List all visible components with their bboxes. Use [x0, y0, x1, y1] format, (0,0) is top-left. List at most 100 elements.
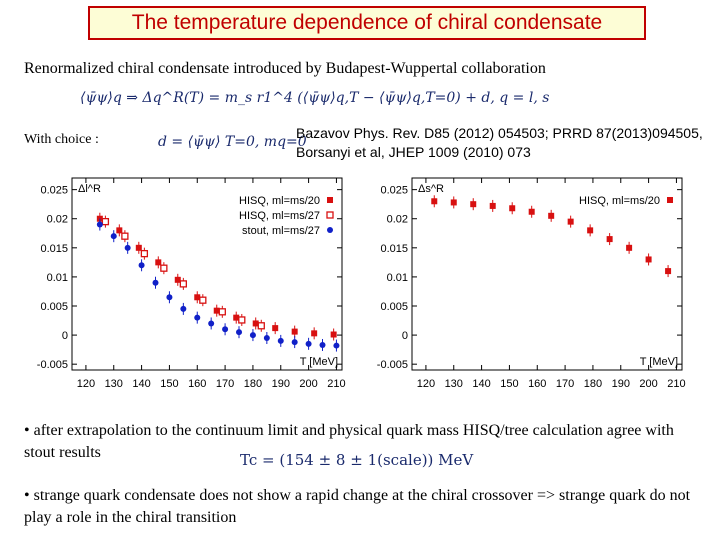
data-point — [645, 256, 652, 263]
data-point — [587, 227, 594, 234]
data-point — [194, 294, 201, 301]
x-tick-label: 210 — [667, 378, 685, 390]
x-axis-label: T [MeV] — [640, 356, 678, 368]
data-point — [199, 296, 207, 304]
data-point — [233, 314, 240, 321]
data-point — [152, 279, 159, 286]
equation-main: ⟨ψ̄ψ⟩q ⇒ Δq^R(T) = m_s r1^4 (⟨ψ̄ψ⟩q,T − … — [80, 90, 550, 106]
x-tick-label: 190 — [272, 378, 290, 390]
legend-marker — [327, 197, 333, 203]
y-tick-label: 0 — [62, 330, 68, 342]
data-point — [567, 218, 574, 225]
legend-marker — [327, 227, 333, 233]
x-axis-label: T [MeV] — [300, 356, 338, 368]
data-point — [252, 320, 259, 327]
slide-title: The temperature dependence of chiral con… — [88, 6, 646, 40]
data-point — [166, 294, 173, 301]
y-tick-label: 0.025 — [40, 185, 68, 197]
equation-choice: d = ⟨ψ̄ψ⟩ T=0, mq=0 — [158, 134, 307, 150]
y-tick-label: 0.015 — [40, 243, 68, 255]
tc-formula: Tc = (154 ± 8 ± 1(scale)) MeV — [240, 451, 474, 469]
x-tick-label: 180 — [244, 378, 262, 390]
data-point — [665, 268, 672, 275]
y-axis-label: Δs^R — [418, 183, 444, 195]
data-point — [155, 259, 162, 266]
x-tick-label: 190 — [612, 378, 630, 390]
y-tick-label: 0.005 — [40, 301, 68, 313]
data-point — [180, 305, 187, 312]
y-tick-label: 0.015 — [380, 243, 408, 255]
data-point — [319, 341, 326, 348]
x-tick-label: 130 — [445, 378, 463, 390]
data-point — [470, 201, 477, 208]
bullet-continuum: • after extrapolation to the continuum l… — [24, 422, 674, 461]
legend-label: HISQ, ml=ms/20 — [579, 195, 660, 207]
data-point — [194, 314, 201, 321]
data-point — [138, 262, 145, 269]
data-point — [330, 331, 337, 338]
data-point — [218, 308, 226, 316]
data-point — [548, 212, 555, 219]
x-tick-label: 160 — [528, 378, 546, 390]
data-point — [291, 339, 298, 346]
data-point — [238, 316, 246, 324]
y-tick-label: -0.005 — [37, 359, 68, 371]
data-point — [208, 320, 215, 327]
data-point — [222, 326, 229, 333]
data-point — [431, 198, 438, 205]
data-point — [213, 307, 220, 314]
y-tick-label: 0.02 — [387, 214, 408, 226]
x-tick-label: 160 — [188, 378, 206, 390]
data-point — [124, 244, 131, 251]
data-point — [305, 340, 312, 347]
x-tick-label: 150 — [500, 378, 518, 390]
x-tick-label: 120 — [417, 378, 435, 390]
data-point — [249, 332, 256, 339]
legend-marker — [667, 197, 673, 203]
data-point — [160, 264, 168, 272]
data-point — [110, 233, 117, 240]
plot-frame — [411, 177, 683, 371]
data-point — [311, 330, 318, 337]
data-point — [140, 249, 149, 258]
data-point — [606, 236, 613, 243]
y-tick-label: 0 — [402, 330, 408, 342]
legend-label: HISQ, ml=ms/27 — [239, 210, 320, 222]
y-tick-label: 0.01 — [387, 272, 408, 284]
data-point — [101, 217, 110, 226]
choice-label: With choice : — [24, 132, 99, 147]
data-point — [96, 221, 103, 228]
x-tick-label: 170 — [556, 378, 574, 390]
x-tick-label: 170 — [216, 378, 234, 390]
data-point — [333, 342, 340, 349]
legend-marker — [326, 211, 334, 219]
data-point — [236, 329, 243, 336]
x-tick-label: 200 — [299, 378, 317, 390]
data-point — [528, 208, 535, 215]
y-tick-label: 0.02 — [47, 214, 68, 226]
legend-label: stout, ml=ms/27 — [242, 225, 320, 237]
y-axis-label: Δl^R — [78, 183, 101, 195]
data-point — [509, 205, 516, 212]
y-tick-label: 0.01 — [47, 272, 68, 284]
chart-strange-condensate: 120 130 140 150 160 170 180 190 200 210 0.025 0.02 0… — [377, 177, 686, 390]
x-tick-label: 210 — [327, 378, 345, 390]
data-point — [626, 244, 633, 251]
data-point — [277, 337, 284, 344]
x-tick-label: 130 — [105, 378, 123, 390]
data-point — [174, 276, 181, 283]
reference-text: Bazavov Phys. Rev. D85 (2012) 054503; PR… — [296, 125, 703, 160]
data-point — [116, 227, 123, 234]
data-point — [450, 199, 457, 206]
x-tick-label: 150 — [160, 378, 178, 390]
data-point — [489, 202, 496, 209]
subtitle: Renormalized chiral condensate introduce… — [24, 60, 546, 77]
x-tick-label: 120 — [77, 378, 95, 390]
chart-light-condensate: 120 130 140 150 160 170 180 190 200 210 0.025 0.02 0… — [37, 177, 346, 390]
y-tick-label: -0.005 — [377, 359, 408, 371]
data-point — [272, 325, 279, 332]
x-tick-label: 140 — [132, 378, 150, 390]
data-point — [291, 328, 298, 335]
y-tick-label: 0.005 — [380, 301, 408, 313]
x-tick-label: 200 — [639, 378, 657, 390]
